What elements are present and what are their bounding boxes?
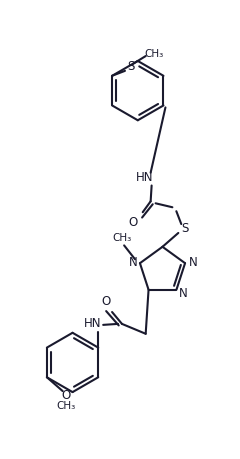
Text: CH₃: CH₃ [113, 233, 132, 243]
Text: S: S [127, 60, 135, 73]
Text: S: S [181, 221, 189, 234]
Text: N: N [129, 255, 137, 268]
Text: O: O [102, 294, 111, 307]
Text: N: N [179, 286, 188, 300]
Text: CH₃: CH₃ [144, 49, 163, 59]
Text: CH₃: CH₃ [56, 400, 75, 410]
Text: N: N [189, 255, 197, 268]
Text: O: O [61, 388, 70, 401]
Text: O: O [128, 215, 138, 228]
Text: HN: HN [84, 317, 101, 330]
Text: HN: HN [136, 171, 153, 184]
